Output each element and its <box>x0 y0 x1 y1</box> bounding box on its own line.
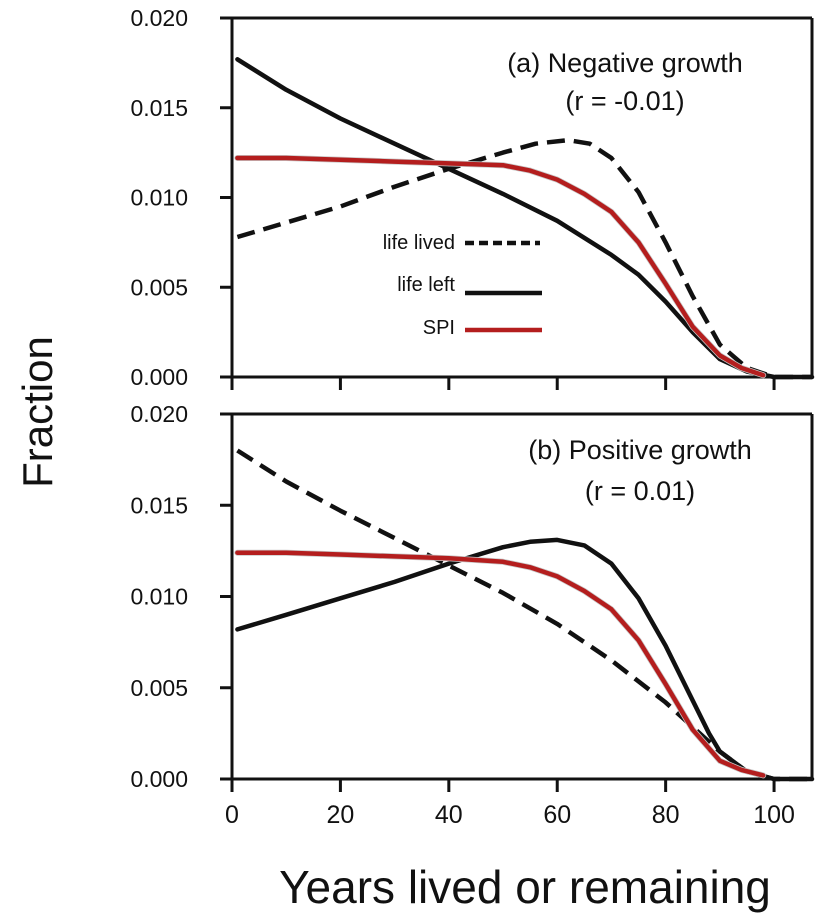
y-tick-label: 0.005 <box>130 274 188 300</box>
y-tick-label: 0.020 <box>130 5 188 31</box>
panel-a-y-ticks: 0.000 0.005 0.010 0.015 0.020 <box>130 5 232 390</box>
x-tick-label: 80 <box>652 801 680 829</box>
y-tick-label: 0.010 <box>130 185 188 211</box>
legend-item-life-left: life left <box>397 274 542 296</box>
x-tick-label: 100 <box>753 801 795 829</box>
panel-a: 0.000 0.005 0.010 0.015 0.020 (a) Negative g… <box>130 5 815 390</box>
y-tick-label: 0.010 <box>130 584 188 610</box>
panel-a-series-spi <box>235 155 766 378</box>
y-tick-label: 0.005 <box>130 675 188 701</box>
panel-b-title: (b) Positive growth <box>528 435 752 465</box>
panel-b-series-life-lived <box>236 448 812 782</box>
y-tick-label: 0.015 <box>130 95 188 121</box>
legend-label: life left <box>397 274 455 296</box>
x-tick-label: 40 <box>435 801 463 829</box>
x-tick-label: 20 <box>327 801 355 829</box>
legend-item-spi: SPI <box>423 317 542 339</box>
panel-b: 0 20 40 60 80 100 0.000 0.005 0.010 0.015 0.020 (… <box>130 401 815 829</box>
y-tick-label: 0.000 <box>130 766 188 792</box>
panel-b-series-life-left <box>235 537 815 782</box>
y-tick-label: 0.020 <box>130 401 188 427</box>
panel-b-x-ticks: 0 20 40 60 80 100 <box>225 779 795 829</box>
panel-a-x-ticks <box>230 377 776 390</box>
x-axis-label: Years lived or remaining <box>279 861 771 913</box>
panel-a-series <box>234 57 815 380</box>
panel-b-series-spi <box>235 550 766 778</box>
legend-label: SPI <box>423 317 455 339</box>
panel-b-series <box>234 448 815 782</box>
panel-a-title: (a) Negative growth <box>507 48 743 78</box>
legend-label: life lived <box>383 232 455 254</box>
panel-a-series-life-lived <box>236 137 812 380</box>
panel-b-subtitle: (r = 0.01) <box>585 476 695 506</box>
legend: life lived life left SPI <box>383 232 542 339</box>
x-tick-label: 60 <box>543 801 571 829</box>
panel-b-y-ticks: 0.000 0.005 0.010 0.015 0.020 <box>130 401 232 792</box>
legend-item-life-lived: life lived <box>383 232 540 254</box>
y-tick-label: 0.000 <box>130 364 188 390</box>
y-tick-label: 0.015 <box>130 492 188 518</box>
y-axis-label: Fraction <box>14 336 61 488</box>
panel-a-subtitle: (r = -0.01) <box>565 86 684 116</box>
x-tick-label: 0 <box>225 801 239 829</box>
panel-b-spi-shadow <box>234 549 767 779</box>
